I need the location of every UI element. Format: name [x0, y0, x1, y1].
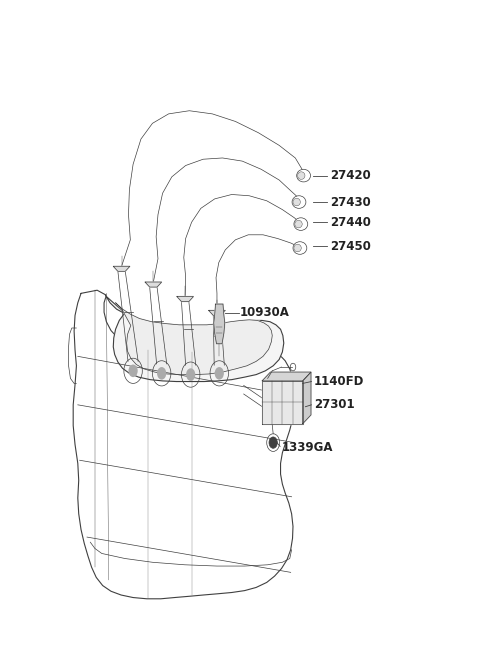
- Ellipse shape: [294, 244, 301, 252]
- Ellipse shape: [295, 220, 302, 228]
- Circle shape: [215, 367, 224, 380]
- Circle shape: [269, 437, 277, 448]
- Text: 27450: 27450: [330, 239, 371, 253]
- Ellipse shape: [297, 169, 311, 182]
- Ellipse shape: [292, 195, 306, 209]
- Ellipse shape: [293, 198, 300, 206]
- Text: 27440: 27440: [330, 216, 371, 229]
- Polygon shape: [177, 297, 193, 302]
- Polygon shape: [73, 290, 294, 599]
- Polygon shape: [262, 381, 303, 424]
- Text: 27301: 27301: [314, 398, 354, 411]
- Text: 1339GA: 1339GA: [281, 441, 333, 454]
- Ellipse shape: [293, 241, 307, 255]
- Ellipse shape: [298, 172, 305, 179]
- Polygon shape: [214, 304, 225, 344]
- Polygon shape: [209, 310, 225, 316]
- Text: 27430: 27430: [330, 195, 371, 209]
- Circle shape: [129, 365, 138, 377]
- Polygon shape: [303, 372, 311, 424]
- Text: 27420: 27420: [330, 169, 371, 182]
- Ellipse shape: [294, 218, 308, 230]
- Polygon shape: [106, 295, 284, 382]
- Polygon shape: [116, 303, 272, 375]
- Text: 1140FD: 1140FD: [314, 375, 364, 388]
- Circle shape: [186, 368, 195, 381]
- Polygon shape: [145, 282, 162, 287]
- Text: 10930A: 10930A: [240, 306, 290, 319]
- Polygon shape: [113, 266, 130, 272]
- Polygon shape: [262, 372, 311, 381]
- Circle shape: [157, 367, 166, 380]
